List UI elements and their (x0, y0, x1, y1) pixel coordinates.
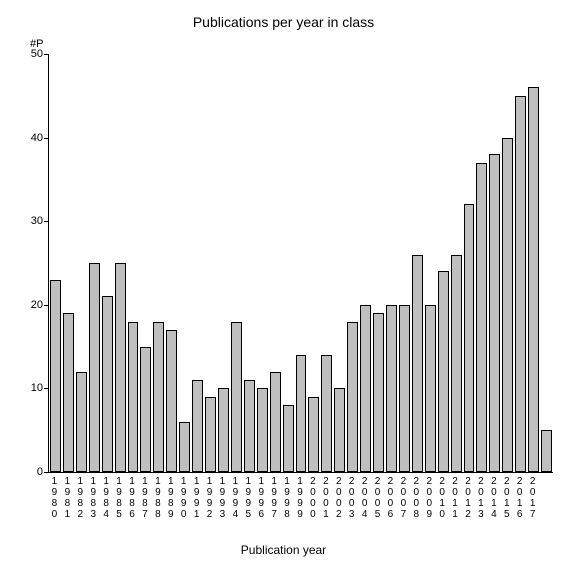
bar (360, 305, 371, 472)
bar (63, 313, 74, 472)
x-tick-label: 2 0 0 5 (372, 476, 384, 520)
x-tick-label: 2 0 0 7 (397, 476, 409, 520)
bar (451, 255, 462, 472)
bar (308, 397, 319, 472)
bar (89, 263, 100, 472)
x-tick-label: 1 9 9 1 (191, 476, 203, 520)
bar (218, 388, 229, 472)
x-tick-label: 1 9 9 9 (294, 476, 306, 520)
bar (502, 138, 513, 472)
y-tick-label: 10 (3, 382, 43, 394)
x-tick-label: 1 9 9 4 (229, 476, 241, 520)
bar (244, 380, 255, 472)
bar (128, 322, 139, 472)
bar (270, 372, 281, 472)
bar (140, 347, 151, 472)
bar (205, 397, 216, 472)
bar (528, 87, 539, 472)
x-tick-label: 2 0 1 7 (527, 476, 539, 520)
y-tick-label: 30 (3, 215, 43, 227)
bar (464, 204, 475, 472)
x-tick-label: 1 9 8 3 (87, 476, 99, 520)
bar (373, 313, 384, 472)
x-tick-label: 2 0 0 4 (359, 476, 371, 520)
bar (399, 305, 410, 472)
bar (192, 380, 203, 472)
bar (166, 330, 177, 472)
x-tick-label: 2 0 1 5 (501, 476, 513, 520)
bar (296, 355, 307, 472)
x-tick-label: 1 9 8 4 (100, 476, 112, 520)
bar (321, 355, 332, 472)
bar (425, 305, 436, 472)
bar (334, 388, 345, 472)
x-tick-label: 2 0 1 1 (449, 476, 461, 520)
bar (50, 280, 61, 472)
x-tick-label: 1 9 8 1 (61, 476, 73, 520)
plot-area (48, 54, 553, 473)
x-tick-label: 2 0 0 0 (307, 476, 319, 520)
bar (76, 372, 87, 472)
bars-group (49, 54, 553, 472)
x-tick-label: 2 0 0 1 (320, 476, 332, 520)
x-tick-label: 2 0 0 6 (384, 476, 396, 520)
x-tick-label: 1 9 9 8 (281, 476, 293, 520)
x-axis-label: Publication year (0, 543, 567, 557)
x-tick-label: 1 9 9 6 (255, 476, 267, 520)
x-tick-label: 2 0 0 2 (333, 476, 345, 520)
bar (412, 255, 423, 472)
x-tick-label: 1 9 9 0 (178, 476, 190, 520)
bar (476, 163, 487, 472)
x-tick-label: 1 9 9 3 (216, 476, 228, 520)
y-tick-label: 0 (3, 466, 43, 478)
bar (231, 322, 242, 472)
bar (115, 263, 126, 472)
bar (386, 305, 397, 472)
bar (347, 322, 358, 472)
x-tick-label: 2 0 1 4 (488, 476, 500, 520)
bar (179, 422, 190, 472)
x-tick-label: 1 9 9 5 (242, 476, 254, 520)
x-tick-label: 2 0 1 6 (514, 476, 526, 520)
x-tick-label: 1 9 9 2 (204, 476, 216, 520)
x-tick-labels: 1 9 8 01 9 8 11 9 8 21 9 8 31 9 8 41 9 8… (48, 476, 552, 536)
x-tick-label: 2 0 0 3 (346, 476, 358, 520)
x-tick-label: 1 9 9 7 (268, 476, 280, 520)
x-tick-label: 1 9 8 6 (126, 476, 138, 520)
x-tick-label: 1 9 8 0 (48, 476, 60, 520)
x-tick-label: 2 0 1 0 (436, 476, 448, 520)
bar (489, 154, 500, 472)
x-tick-label: 2 0 0 9 (423, 476, 435, 520)
bar (102, 296, 113, 472)
x-tick-label: 1 9 8 9 (165, 476, 177, 520)
bar (153, 322, 164, 472)
y-tick-labels: 01020304050 (0, 54, 43, 472)
y-tick-label: 50 (3, 48, 43, 60)
chart-container: Publications per year in class #P 010203… (0, 0, 567, 567)
x-tick-label: 2 0 0 8 (410, 476, 422, 520)
bar (541, 430, 552, 472)
bar (257, 388, 268, 472)
bar (515, 96, 526, 472)
x-tick-label: 1 9 8 5 (113, 476, 125, 520)
y-tick-label: 20 (3, 299, 43, 311)
x-tick-label: 2 0 1 3 (475, 476, 487, 520)
bar (283, 405, 294, 472)
x-tick-label: 1 9 8 2 (74, 476, 86, 520)
bar (438, 271, 449, 472)
y-tick-label: 40 (3, 132, 43, 144)
x-tick-label: 2 0 1 2 (462, 476, 474, 520)
chart-title: Publications per year in class (0, 14, 567, 30)
x-tick-label: 1 9 8 7 (139, 476, 151, 520)
x-tick-label: 1 9 8 8 (152, 476, 164, 520)
